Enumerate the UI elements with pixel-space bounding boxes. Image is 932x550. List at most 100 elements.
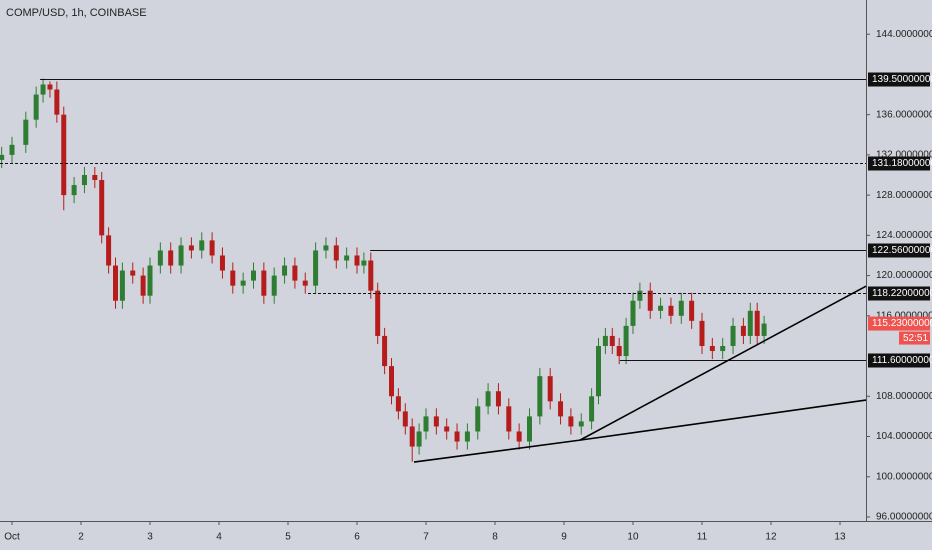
x-tick-label: Oct — [4, 532, 20, 543]
candle-body — [699, 320, 705, 346]
trendline — [579, 285, 867, 441]
y-tick-label: 120.00000000 — [876, 270, 932, 281]
candle-body — [71, 185, 77, 196]
level-label: 139.50000000 — [872, 74, 932, 85]
candle-body — [464, 431, 470, 442]
candle-body — [323, 245, 329, 251]
countdown: 52:51 — [903, 333, 928, 344]
candle-body — [454, 431, 460, 442]
candle-body — [416, 431, 422, 447]
candle-body — [251, 270, 257, 281]
candle-body — [188, 245, 194, 251]
level-label-box — [868, 286, 930, 301]
candle-body — [302, 280, 308, 286]
candle-body — [537, 376, 543, 417]
y-tick-label: 96.00000000 — [876, 512, 932, 523]
candle-body — [433, 416, 439, 427]
candle-body — [444, 426, 450, 432]
chart-title: COMP/USD, 1h, COINBASE — [6, 7, 147, 19]
level-label: 111.60000000 — [872, 355, 932, 366]
candle-body — [23, 119, 29, 145]
candle-body — [40, 84, 46, 95]
candle-body — [578, 421, 584, 427]
candle-body — [647, 290, 653, 311]
candle-body — [602, 335, 608, 346]
level-label: 131.18000000 — [872, 158, 932, 169]
candle-body — [689, 300, 695, 321]
y-tick-label: 100.00000000 — [876, 471, 932, 482]
candle-body — [630, 300, 636, 326]
level-label-box — [868, 72, 930, 87]
candle-body — [395, 396, 401, 412]
candle-body — [382, 335, 388, 367]
candle-body — [261, 270, 267, 296]
candle-body — [157, 250, 163, 266]
candle-body — [388, 366, 394, 397]
y-tick-label: 132.00000000 — [876, 150, 932, 161]
x-tick-label: 12 — [765, 532, 777, 543]
candle-body — [61, 114, 67, 196]
candle-body — [609, 335, 615, 346]
candle-body — [333, 245, 339, 261]
candle-body — [730, 325, 736, 346]
candle-body — [199, 240, 205, 251]
candle-body — [568, 416, 574, 427]
y-tick-label: 108.00000000 — [876, 391, 932, 402]
x-tick-label: 3 — [147, 532, 153, 543]
x-tick-label: 7 — [423, 532, 429, 543]
candle-body — [375, 290, 381, 336]
candle-body — [54, 89, 60, 115]
candle-body — [230, 270, 236, 286]
candle-body — [140, 275, 146, 296]
candle-body — [271, 275, 277, 296]
x-tick-label: 2 — [78, 532, 84, 543]
last-price-box — [868, 316, 930, 331]
candle-body — [740, 325, 746, 336]
x-tick-label: 9 — [561, 532, 567, 543]
candle-body — [81, 175, 87, 186]
candle-body — [402, 411, 408, 427]
level-label: 122.56000000 — [872, 245, 932, 256]
candle-body — [547, 376, 553, 402]
candle-body — [747, 310, 753, 336]
candle-body — [147, 265, 153, 296]
candle-body — [720, 345, 726, 352]
candle-body — [475, 406, 481, 432]
candle-body — [106, 235, 112, 266]
y-tick-label: 128.00000000 — [876, 190, 932, 201]
trendline — [413, 399, 867, 463]
candle-body — [668, 305, 674, 316]
level-label-box — [868, 243, 930, 258]
last-price-label: 115.23000000 — [872, 318, 932, 329]
candle-body — [361, 260, 367, 266]
y-tick-label: 116.00000000 — [876, 310, 932, 321]
candle-body — [589, 396, 595, 422]
x-tick-label: 10 — [627, 532, 639, 543]
y-tick-label: 124.00000000 — [876, 230, 932, 241]
candle-body — [168, 250, 174, 266]
candle-body — [526, 416, 532, 442]
candle-body — [47, 84, 53, 90]
countdown-box — [899, 331, 930, 345]
candle-body — [113, 265, 119, 301]
candle-body — [119, 270, 125, 301]
candle-body — [709, 345, 715, 352]
candle-body — [344, 255, 350, 261]
level-label: 118.22000000 — [872, 288, 932, 299]
x-tick-label: 6 — [354, 532, 360, 543]
candle-body — [754, 310, 760, 336]
candle-body — [485, 391, 491, 407]
y-tick-label: 104.00000000 — [876, 431, 932, 442]
candle-body — [658, 305, 664, 311]
x-tick-label: 5 — [285, 532, 291, 543]
candle-body — [368, 260, 374, 291]
candle-body — [282, 265, 288, 276]
candle-body — [178, 245, 184, 266]
candle-body — [761, 323, 767, 336]
candle-body — [558, 401, 564, 417]
candle-body — [616, 345, 622, 357]
level-label-box — [868, 353, 930, 368]
candle-body — [495, 391, 501, 407]
candle-body — [209, 240, 215, 256]
